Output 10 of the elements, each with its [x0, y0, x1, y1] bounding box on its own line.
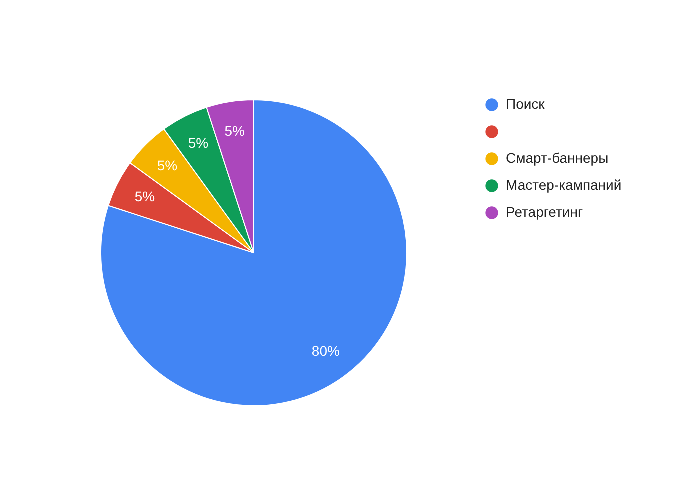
legend-label: Смарт-баннеры [506, 150, 609, 166]
data-label: 5% [134, 188, 156, 204]
legend-label: Поиск [506, 96, 546, 112]
legend-label: Мастер-кампаний [506, 177, 622, 193]
data-label: 5% [188, 134, 209, 151]
data-label: 80% [312, 343, 340, 360]
data-label: 5% [157, 157, 178, 174]
pie-slice [100, 100, 408, 406]
data-label: 5% [224, 123, 245, 140]
legend-label: Ретаргетинг [506, 204, 584, 220]
